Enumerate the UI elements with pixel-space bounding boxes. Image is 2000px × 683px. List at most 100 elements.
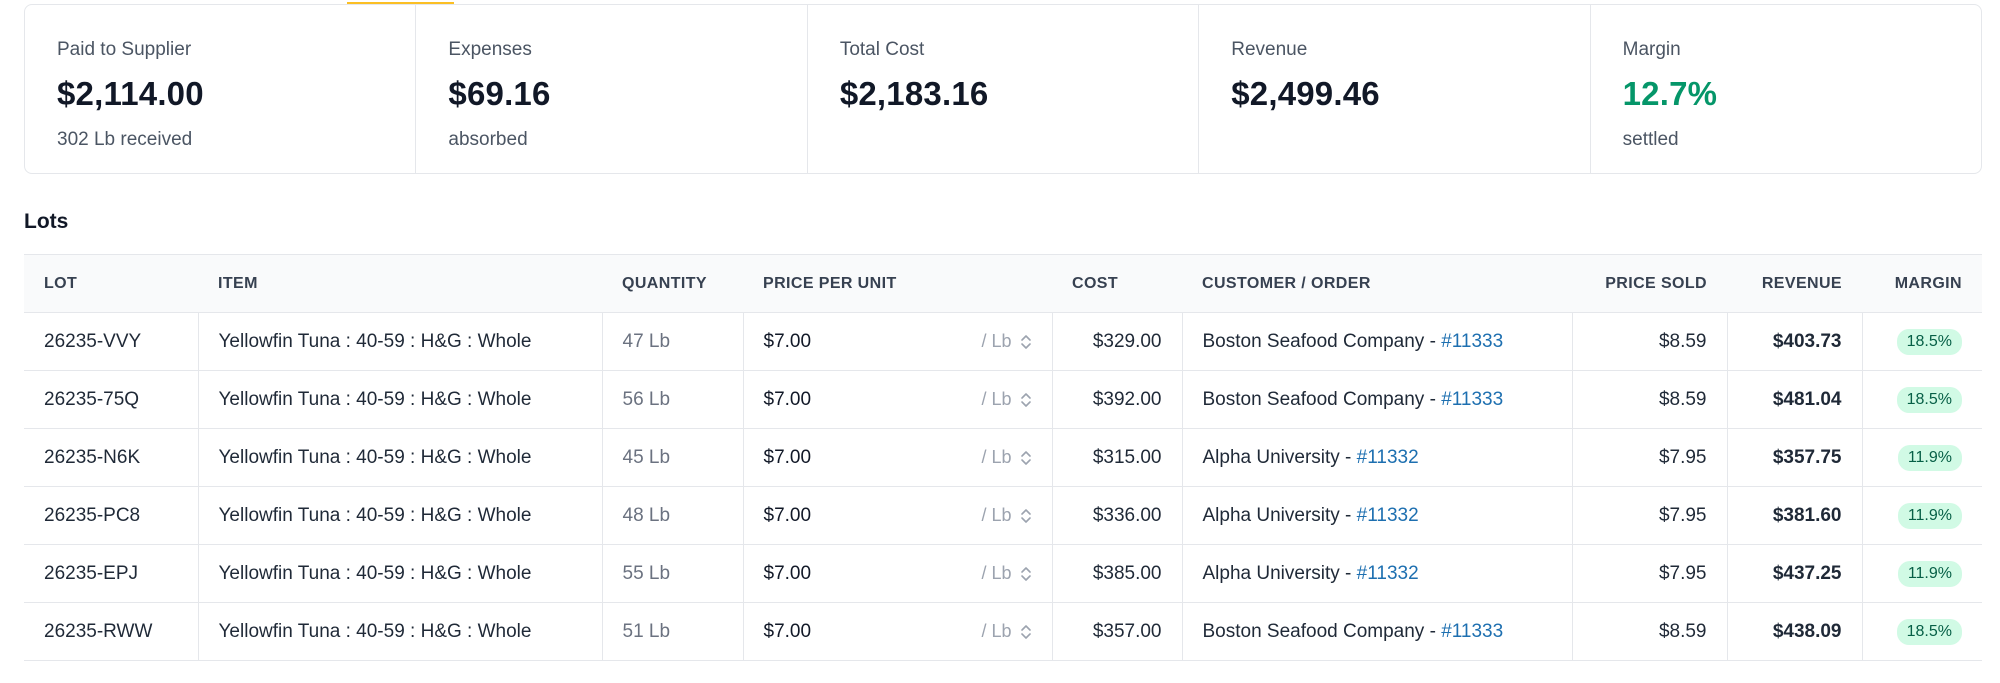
- cost: $329.00: [1052, 312, 1183, 371]
- margin-cell: 18.5%: [1862, 312, 1982, 371]
- column-header-item[interactable]: Item: [198, 254, 602, 313]
- customer-name: Boston Seafood Company: [1202, 388, 1425, 410]
- column-header-customer-order[interactable]: Customer / Order: [1182, 254, 1572, 313]
- table-row: 26235-PC8 Yellowfin Tuna : 40-59 : H&G :…: [24, 486, 1982, 545]
- separator: -: [1424, 330, 1442, 352]
- card-label: Expenses: [448, 39, 532, 60]
- order-link[interactable]: #11332: [1356, 562, 1419, 584]
- column-header-price-sold[interactable]: Price sold: [1572, 254, 1727, 313]
- item-description: Yellowfin Tuna : 40-59 : H&G : Whole: [198, 312, 603, 371]
- price-value[interactable]: $7.00: [763, 330, 812, 352]
- summary-card-paid-to-supplier: Paid to Supplier $2,114.00 302 Lb receiv…: [25, 5, 417, 173]
- customer-name: Boston Seafood Company: [1202, 620, 1425, 642]
- card-value: 12.7%: [1622, 75, 1718, 112]
- customer-order: Alpha University - #11332: [1182, 428, 1573, 487]
- customer-name: Alpha University: [1202, 504, 1340, 526]
- summary-cards: Paid to Supplier $2,114.00 302 Lb receiv…: [24, 4, 1982, 174]
- price-per-unit-input[interactable]: $7.00 / Lb: [743, 486, 1053, 545]
- table-row: 26235-75Q Yellowfin Tuna : 40-59 : H&G :…: [24, 370, 1982, 429]
- summary-card-margin: Margin 12.7% settled: [1591, 5, 1981, 173]
- order-link[interactable]: #11332: [1356, 504, 1419, 526]
- revenue: $437.25: [1727, 544, 1863, 603]
- price-sold: $8.59: [1572, 312, 1728, 371]
- summary-card-total-cost: Total Cost $2,183.16: [808, 5, 1200, 173]
- lot-id: 26235-EPJ: [24, 544, 199, 603]
- price-per-unit-input[interactable]: $7.00 / Lb: [743, 370, 1053, 429]
- stepper-chevrons-icon[interactable]: [1020, 448, 1032, 468]
- quantity: 48 Lb: [602, 486, 744, 545]
- column-header-price-per-unit[interactable]: Price per unit: [743, 254, 1052, 313]
- price-per-unit-input[interactable]: $7.00 / Lb: [743, 428, 1053, 487]
- quantity: 51 Lb: [602, 602, 744, 661]
- price-sold: $8.59: [1572, 602, 1728, 661]
- item-description: Yellowfin Tuna : 40-59 : H&G : Whole: [198, 370, 603, 429]
- separator: -: [1424, 388, 1442, 410]
- price-value[interactable]: $7.00: [763, 446, 812, 468]
- card-subtext: absorbed: [448, 129, 528, 150]
- active-tab-indicator: [347, 2, 454, 5]
- price-per-unit-input[interactable]: $7.00 / Lb: [743, 602, 1053, 661]
- table-header-row: Lot Item Quantity Price per unit Cost Cu…: [24, 254, 1982, 313]
- margin-cell: 18.5%: [1862, 370, 1982, 429]
- price-value[interactable]: $7.00: [763, 562, 812, 584]
- customer-order: Boston Seafood Company - #11333: [1182, 312, 1573, 371]
- price-sold: $7.95: [1572, 428, 1728, 487]
- margin-cell: 11.9%: [1862, 544, 1982, 603]
- cost: $392.00: [1052, 370, 1183, 429]
- margin-badge: 11.9%: [1897, 444, 1962, 471]
- column-header-margin[interactable]: Margin: [1862, 254, 1982, 313]
- customer-order: Alpha University - #11332: [1182, 486, 1573, 545]
- card-label: Paid to Supplier: [57, 39, 192, 60]
- price-sold: $8.59: [1572, 370, 1728, 429]
- card-value: $2,114.00: [57, 75, 204, 112]
- margin-badge: 18.5%: [1896, 618, 1962, 645]
- column-header-lot[interactable]: Lot: [24, 254, 198, 313]
- unit-label: / Lb: [981, 621, 1012, 641]
- lot-id: 26235-N6K: [24, 428, 199, 487]
- order-link[interactable]: #11333: [1441, 620, 1504, 642]
- quantity: 45 Lb: [602, 428, 744, 487]
- cost: $357.00: [1052, 602, 1183, 661]
- margin-badge: 18.5%: [1896, 386, 1962, 413]
- table-row: 26235-VVY Yellowfin Tuna : 40-59 : H&G :…: [24, 312, 1982, 371]
- column-header-cost[interactable]: Cost: [1052, 254, 1182, 313]
- margin-cell: 11.9%: [1862, 486, 1982, 545]
- price-value[interactable]: $7.00: [763, 388, 812, 410]
- lot-id: 26235-PC8: [24, 486, 199, 545]
- customer-name: Alpha University: [1202, 562, 1340, 584]
- stepper-chevrons-icon[interactable]: [1020, 332, 1032, 352]
- customer-name: Alpha University: [1202, 446, 1340, 468]
- price-per-unit-input[interactable]: $7.00 / Lb: [743, 544, 1053, 603]
- stepper-chevrons-icon[interactable]: [1020, 622, 1032, 642]
- table-row: 26235-EPJ Yellowfin Tuna : 40-59 : H&G :…: [24, 544, 1982, 603]
- unit-label: / Lb: [981, 389, 1012, 409]
- cost: $385.00: [1052, 544, 1183, 603]
- column-header-quantity[interactable]: Quantity: [602, 254, 743, 313]
- revenue: $403.73: [1727, 312, 1863, 371]
- separator: -: [1339, 562, 1357, 584]
- margin-cell: 18.5%: [1862, 602, 1982, 661]
- order-link[interactable]: #11332: [1356, 446, 1419, 468]
- stepper-chevrons-icon[interactable]: [1020, 564, 1032, 584]
- margin-badge: 11.9%: [1897, 560, 1962, 587]
- price-value[interactable]: $7.00: [763, 620, 812, 642]
- stepper-chevrons-icon[interactable]: [1020, 390, 1032, 410]
- card-label: Revenue: [1231, 39, 1308, 60]
- separator: -: [1424, 620, 1442, 642]
- table-row: 26235-RWW Yellowfin Tuna : 40-59 : H&G :…: [24, 602, 1982, 661]
- price-per-unit-input[interactable]: $7.00 / Lb: [743, 312, 1053, 371]
- revenue: $438.09: [1727, 602, 1863, 661]
- card-subtext: 302 Lb received: [57, 129, 193, 150]
- revenue: $357.75: [1727, 428, 1863, 487]
- order-link[interactable]: #11333: [1441, 388, 1504, 410]
- separator: -: [1339, 446, 1357, 468]
- price-value[interactable]: $7.00: [763, 504, 812, 526]
- card-label: Total Cost: [839, 39, 925, 60]
- item-description: Yellowfin Tuna : 40-59 : H&G : Whole: [198, 428, 603, 487]
- price-sold: $7.95: [1572, 486, 1728, 545]
- order-link[interactable]: #11333: [1441, 330, 1504, 352]
- column-header-revenue[interactable]: Revenue: [1727, 254, 1862, 313]
- stepper-chevrons-icon[interactable]: [1020, 506, 1032, 526]
- quantity: 56 Lb: [602, 370, 744, 429]
